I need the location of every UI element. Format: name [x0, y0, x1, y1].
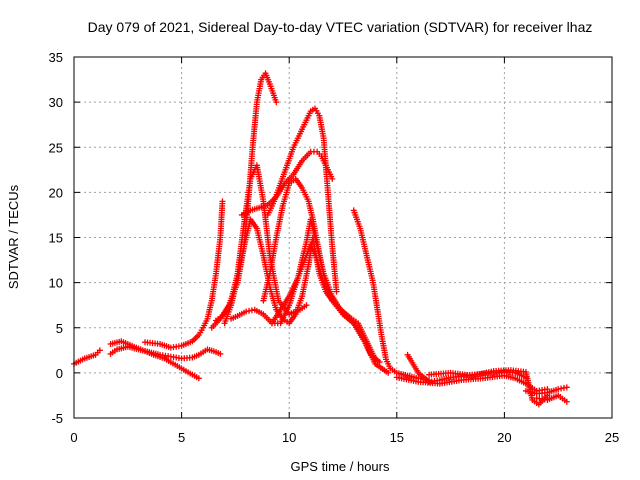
data-point: [385, 369, 392, 376]
plot-frame: [73, 56, 613, 419]
data-point: [303, 302, 310, 309]
x-tick-label: 5: [178, 430, 185, 445]
series-arc-d: [142, 198, 226, 351]
series-arc-q: [522, 384, 570, 397]
tick-labels: 0 5 10 15 20 25 -5 0 5 10 15 20 25 30 35: [49, 50, 620, 445]
y-tick-label: 30: [49, 95, 63, 110]
data-point: [219, 198, 226, 205]
series-arc-g: [221, 216, 383, 366]
series-arc-a: [71, 347, 103, 367]
data-point: [372, 356, 379, 363]
data-point: [333, 288, 340, 295]
x-tick-label: 15: [390, 430, 404, 445]
y-tick-label: 5: [56, 321, 63, 336]
y-tick-label: 25: [49, 140, 63, 155]
data-point: [273, 99, 280, 106]
y-tick-label: 15: [49, 231, 63, 246]
y-tick-label: 10: [49, 276, 63, 291]
y-tick-label: 0: [56, 366, 63, 381]
data-point: [563, 384, 570, 391]
grid-lines: [74, 57, 612, 418]
chart-title: Day 079 of 2021, Sidereal Day-to-day VTE…: [88, 19, 593, 35]
y-tick-label: 20: [49, 185, 63, 200]
series-arc-k: [264, 105, 340, 295]
series-arc-r: [533, 392, 570, 405]
data-point: [329, 175, 336, 182]
y-tick-label: 35: [49, 50, 63, 65]
series-arc-m: [350, 207, 433, 384]
data-point: [563, 398, 570, 405]
x-tick-label: 20: [497, 430, 511, 445]
x-tick-label: 0: [70, 430, 77, 445]
x-axis-label: GPS time / hours: [291, 459, 390, 474]
data-point: [217, 350, 224, 357]
series-arc-c: [107, 343, 224, 362]
y-tick-label: -5: [51, 411, 63, 426]
x-tick-label: 10: [282, 430, 296, 445]
series-arc-h: [228, 216, 392, 376]
series-arc-p: [426, 367, 551, 408]
data-points: [71, 70, 570, 408]
y-axis-label: SDTVAR / TECUs: [6, 184, 21, 289]
series-arc-l: [268, 241, 379, 363]
x-tick-label: 25: [605, 430, 619, 445]
data-point: [195, 375, 202, 382]
data-point: [96, 347, 103, 354]
